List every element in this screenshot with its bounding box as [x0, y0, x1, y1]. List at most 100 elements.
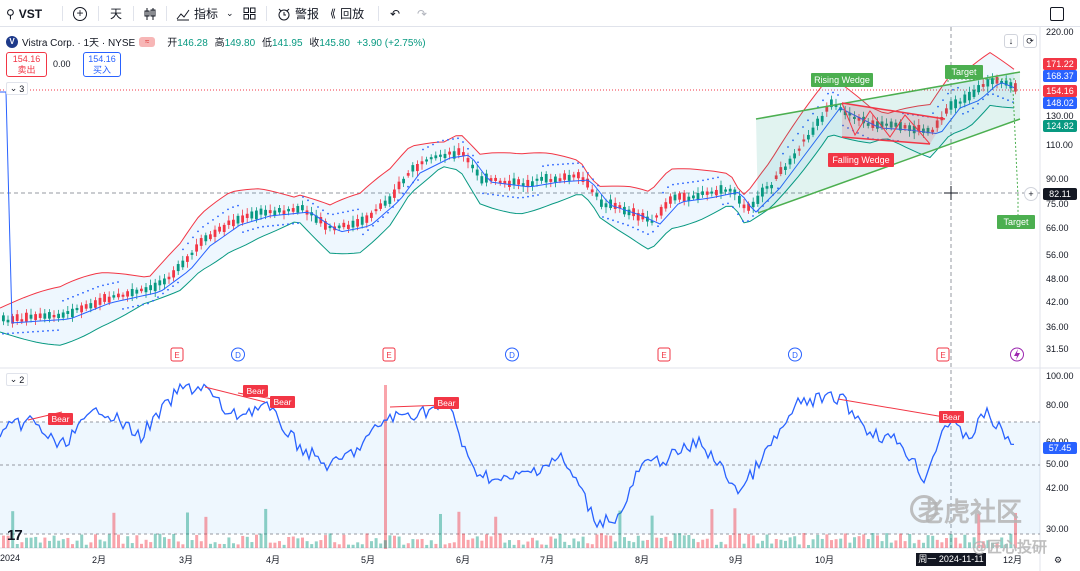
candle-body	[811, 127, 815, 135]
fullscreen-button[interactable]	[1050, 0, 1064, 27]
scroll-to-latest-button[interactable]: ↓	[1004, 34, 1018, 48]
visibility-toggle-icon[interactable]: ≈	[139, 36, 156, 47]
candle-body	[899, 121, 902, 131]
parabolic-sar-dot	[62, 299, 64, 302]
candle-body	[282, 210, 286, 215]
candle-body	[917, 124, 921, 132]
candle-body	[163, 278, 166, 285]
volume-bar	[2, 535, 5, 548]
parabolic-sar-dot	[707, 178, 709, 181]
alert-button[interactable]: 警报	[277, 0, 319, 27]
parabolic-sar-dot	[682, 182, 684, 185]
volume-bar	[356, 542, 360, 548]
volume-bar	[784, 540, 787, 548]
parabolic-sar-dot	[727, 202, 729, 205]
parabolic-sar-dot	[577, 162, 579, 165]
falling-wedge-fill	[842, 103, 945, 144]
volume-bar	[876, 535, 879, 548]
refresh-icon: ⟳	[1026, 35, 1034, 46]
volume-bar	[337, 544, 341, 548]
symbol-title[interactable]: Vistra Corp. · 1天 · NYSE	[22, 38, 136, 49]
parabolic-sar-dot	[972, 107, 974, 110]
parabolic-sar-dot	[127, 306, 129, 309]
candle-body	[416, 164, 419, 172]
candle-body	[25, 312, 28, 322]
add-alert-button[interactable]: +	[1024, 187, 1038, 201]
candle-body	[107, 296, 111, 303]
parabolic-sar-dot	[112, 282, 114, 285]
candle-body	[245, 213, 249, 219]
volume-bar	[899, 533, 902, 548]
redo-button[interactable]: ↷	[417, 0, 427, 27]
parabolic-sar-dot	[737, 213, 739, 216]
parabolic-sar-dot	[337, 212, 339, 215]
parabolic-sar-dot	[797, 132, 799, 135]
volume-bar	[788, 537, 792, 548]
volume-bar	[765, 534, 769, 548]
volume-bar	[742, 543, 746, 548]
parabolic-sar-dot	[357, 208, 359, 211]
price-axis-label: 220.00	[1046, 27, 1074, 37]
sell-label: 卖出	[17, 65, 36, 75]
interval-button[interactable]: 天	[110, 0, 122, 27]
indicators-dropdown[interactable]: ⌄	[226, 0, 234, 27]
parabolic-sar-dot	[262, 225, 264, 228]
symbol-search[interactable]: ⚲ VST	[6, 0, 42, 27]
candle-body	[535, 178, 539, 181]
volume-bar	[1009, 533, 1013, 548]
candle-body	[466, 158, 470, 163]
volume-bar	[416, 539, 419, 548]
candle-body	[820, 115, 824, 122]
candle-body	[342, 222, 346, 228]
volume-bar	[153, 533, 157, 548]
candle-body	[250, 211, 254, 219]
parabolic-sar-dot	[212, 219, 214, 221]
add-symbol-button[interactable]: +	[73, 0, 87, 27]
undo-button[interactable]: ↶	[390, 0, 400, 27]
parabolic-sar-dot	[242, 231, 244, 234]
time-axis-label: 10月	[815, 555, 835, 565]
parabolic-sar-dot	[827, 92, 829, 95]
low-label: 低	[261, 38, 272, 49]
axis-settings-button[interactable]: ⚙	[1051, 553, 1065, 567]
sell-button[interactable]: 154.16 卖出	[6, 52, 47, 77]
chart-type-button[interactable]	[143, 0, 157, 27]
parabolic-sar-dot	[77, 293, 79, 296]
candle-body	[370, 212, 373, 218]
layouts-button[interactable]	[243, 0, 256, 27]
volume-bar	[862, 534, 866, 548]
replay-button[interactable]: ⟪ 回放	[330, 0, 364, 27]
pane2-collapse-button[interactable]: ⌄ 2	[6, 373, 28, 386]
candle-body	[43, 313, 47, 319]
candle-body	[287, 208, 290, 212]
volume-bar	[466, 539, 470, 548]
bear-label-box	[939, 411, 964, 423]
chevron-down-icon: ⌄	[9, 83, 18, 93]
parabolic-sar-dot	[227, 208, 229, 211]
volume-bar	[922, 542, 925, 548]
arrow-down-icon: ↓	[1008, 36, 1014, 46]
buy-button[interactable]: 154.16 买入	[83, 52, 121, 77]
reset-chart-button[interactable]: ⟳	[1023, 34, 1037, 48]
indicators-icon	[176, 9, 190, 20]
time-axis-label: 2024	[0, 553, 21, 563]
indicators-button[interactable]: 指标	[176, 0, 218, 27]
bear-label-box	[48, 413, 73, 425]
candle-body	[935, 120, 939, 128]
volume-bar	[747, 533, 751, 548]
price-axis-label: 75.00	[1046, 199, 1069, 209]
price-chart[interactable]: Rising Wedge Falling Wedge Target Target E D E…	[0, 27, 1080, 571]
close-label: 收	[309, 38, 320, 49]
pane1-collapse-button[interactable]: ⌄ 3	[6, 82, 28, 95]
candle-body	[199, 238, 203, 246]
volume-bar	[613, 541, 617, 548]
candle-body	[204, 235, 208, 242]
parabolic-sar-dot	[412, 181, 414, 184]
volume-bar	[43, 537, 47, 548]
bear-label-box	[270, 396, 295, 408]
volume-bar	[489, 536, 493, 548]
candle-body	[710, 191, 714, 194]
parabolic-sar-dot	[687, 181, 689, 184]
candle-body	[563, 173, 566, 180]
candle-body	[991, 78, 994, 85]
